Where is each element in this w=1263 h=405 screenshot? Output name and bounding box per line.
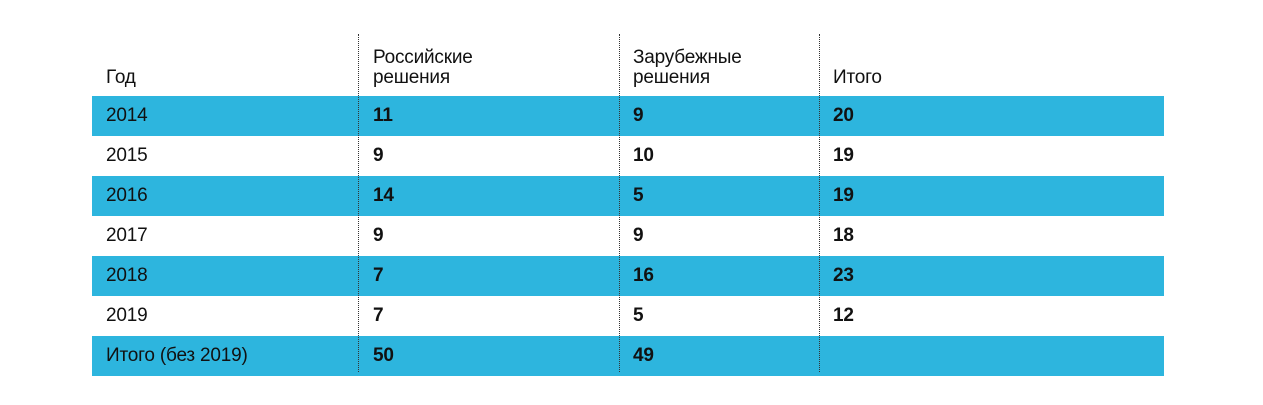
russian-cell: 14: [373, 185, 394, 206]
russian-cell: 7: [373, 265, 384, 286]
year-cell: 2014: [106, 105, 148, 126]
russian-cell: 7: [373, 305, 384, 326]
data-table: Год Российские решения Зарубежные решени…: [92, 34, 1164, 376]
header-russian-label: Российские решения: [373, 47, 473, 88]
header-total: Итого: [819, 34, 1164, 96]
total-cell: 20: [833, 105, 854, 126]
foreign-total-cell: 49: [633, 345, 654, 366]
foreign-cell: 5: [633, 305, 644, 326]
table-header-row: Год Российские решения Зарубежные решени…: [92, 34, 1164, 96]
total-cell: 23: [833, 265, 854, 286]
header-year-label: Год: [106, 67, 136, 88]
total-label-cell: Итого (без 2019): [106, 345, 248, 366]
foreign-cell: 10: [633, 145, 654, 166]
russian-cell: 9: [373, 225, 384, 246]
total-cell: 19: [833, 145, 854, 166]
foreign-cell: 9: [633, 225, 644, 246]
grand-total-cell: [819, 336, 1164, 376]
russian-cell: 9: [373, 145, 384, 166]
year-cell: 2018: [106, 265, 148, 286]
table-row: 2018 7 16 23: [92, 256, 1164, 296]
column-divider: [358, 34, 359, 372]
column-divider: [619, 34, 620, 372]
total-cell: 19: [833, 185, 854, 206]
foreign-cell: 16: [633, 265, 654, 286]
header-total-label: Итого: [833, 67, 882, 88]
column-divider: [819, 34, 820, 372]
total-cell: 12: [833, 305, 854, 326]
table-row: 2014 11 9 20: [92, 96, 1164, 136]
header-foreign: Зарубежные решения: [619, 34, 819, 96]
total-cell: 18: [833, 225, 854, 246]
table-row: 2017 9 9 18: [92, 216, 1164, 256]
table-row: 2019 7 5 12: [92, 296, 1164, 336]
russian-total-cell: 50: [373, 345, 394, 366]
table-row: 2016 14 5 19: [92, 176, 1164, 216]
header-year: Год: [92, 34, 359, 96]
table-total-row: Итого (без 2019) 50 49: [92, 336, 1164, 376]
foreign-cell: 5: [633, 185, 644, 206]
table-row: 2015 9 10 19: [92, 136, 1164, 176]
header-russian: Российские решения: [359, 34, 619, 96]
header-foreign-label: Зарубежные решения: [633, 47, 742, 88]
year-cell: 2019: [106, 305, 148, 326]
foreign-cell: 9: [633, 105, 644, 126]
year-cell: 2016: [106, 185, 148, 206]
year-cell: 2017: [106, 225, 148, 246]
russian-cell: 11: [373, 105, 393, 126]
year-cell: 2015: [106, 145, 148, 166]
